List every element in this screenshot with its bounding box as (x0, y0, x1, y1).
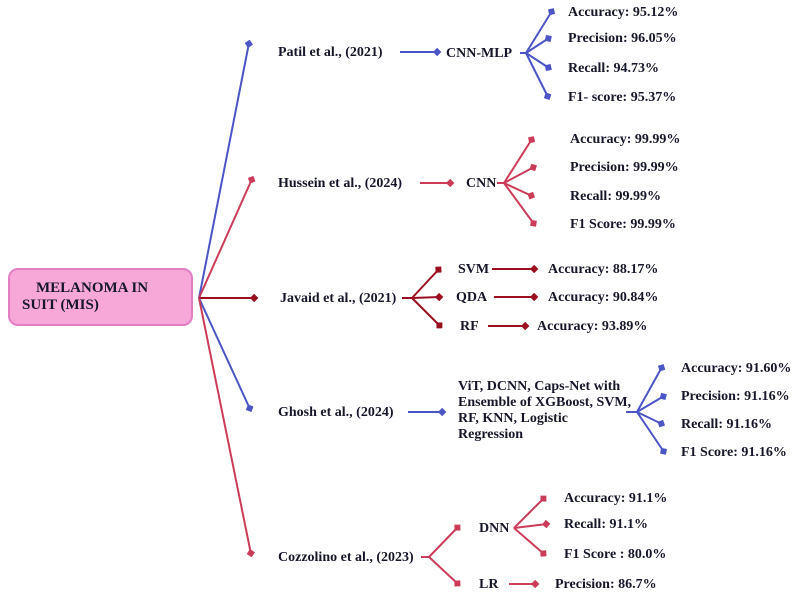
model-cnn-mlp: CNN-MLP (446, 46, 513, 61)
model-rf: RF (460, 319, 479, 334)
metric-label: Recall: 99.99% (570, 189, 661, 204)
metric-label: Accuracy: 90.84% (548, 290, 659, 305)
metric-label: Accuracy: 95.12% (568, 5, 679, 20)
branch-author-javaid: Javaid et al., (2021) (280, 291, 397, 306)
metric-label: F1- score: 95.37% (568, 90, 677, 105)
branch-author-hussein: Hussein et al., (2024) (278, 176, 403, 191)
metric-label: Precision: 91.16% (681, 389, 790, 404)
metric-label: Accuracy: 88.17% (548, 262, 659, 277)
metric-label: Accuracy: 93.89% (537, 319, 648, 334)
model-svm: SVM (458, 262, 490, 277)
metric-label: Recall: 91.16% (681, 417, 772, 432)
metric-label: Recall: 91.1% (564, 517, 648, 532)
root-label: MELANOMA IN SUIT (MIS) (22, 280, 149, 313)
model-dnn: DNN (479, 521, 510, 536)
metric-label: F1 Score: 91.16% (681, 445, 787, 460)
metric-label: Precision: 99.99% (570, 160, 679, 175)
model-cnn: CNN (466, 176, 497, 191)
metric-label: Accuracy: 91.60% (681, 361, 792, 376)
metric-label: Accuracy: 91.1% (564, 491, 668, 506)
model-ensemble: ViT, DCNN, Caps-Net with Ensemble of XGB… (458, 379, 632, 442)
model-qda: QDA (456, 290, 488, 305)
metric-label: F1 Score: 99.99% (570, 217, 676, 232)
root-node: MELANOMA IN SUIT (MIS) (8, 268, 193, 326)
metric-label: Recall: 94.73% (568, 61, 659, 76)
model-lr: LR (479, 577, 499, 592)
branch-author-patil: Patil et al., (2021) (278, 45, 383, 60)
branch-author-cozzolino: Cozzolino et al., (2023) (278, 550, 414, 565)
metric-label: F1 Score : 80.0% (564, 547, 667, 562)
metric-label: Precision: 86.7% (555, 577, 657, 592)
branch-author-ghosh: Ghosh et al., (2024) (278, 405, 394, 420)
metric-label: Accuracy: 99.99% (570, 132, 681, 147)
metric-label: Precision: 96.05% (568, 31, 677, 46)
